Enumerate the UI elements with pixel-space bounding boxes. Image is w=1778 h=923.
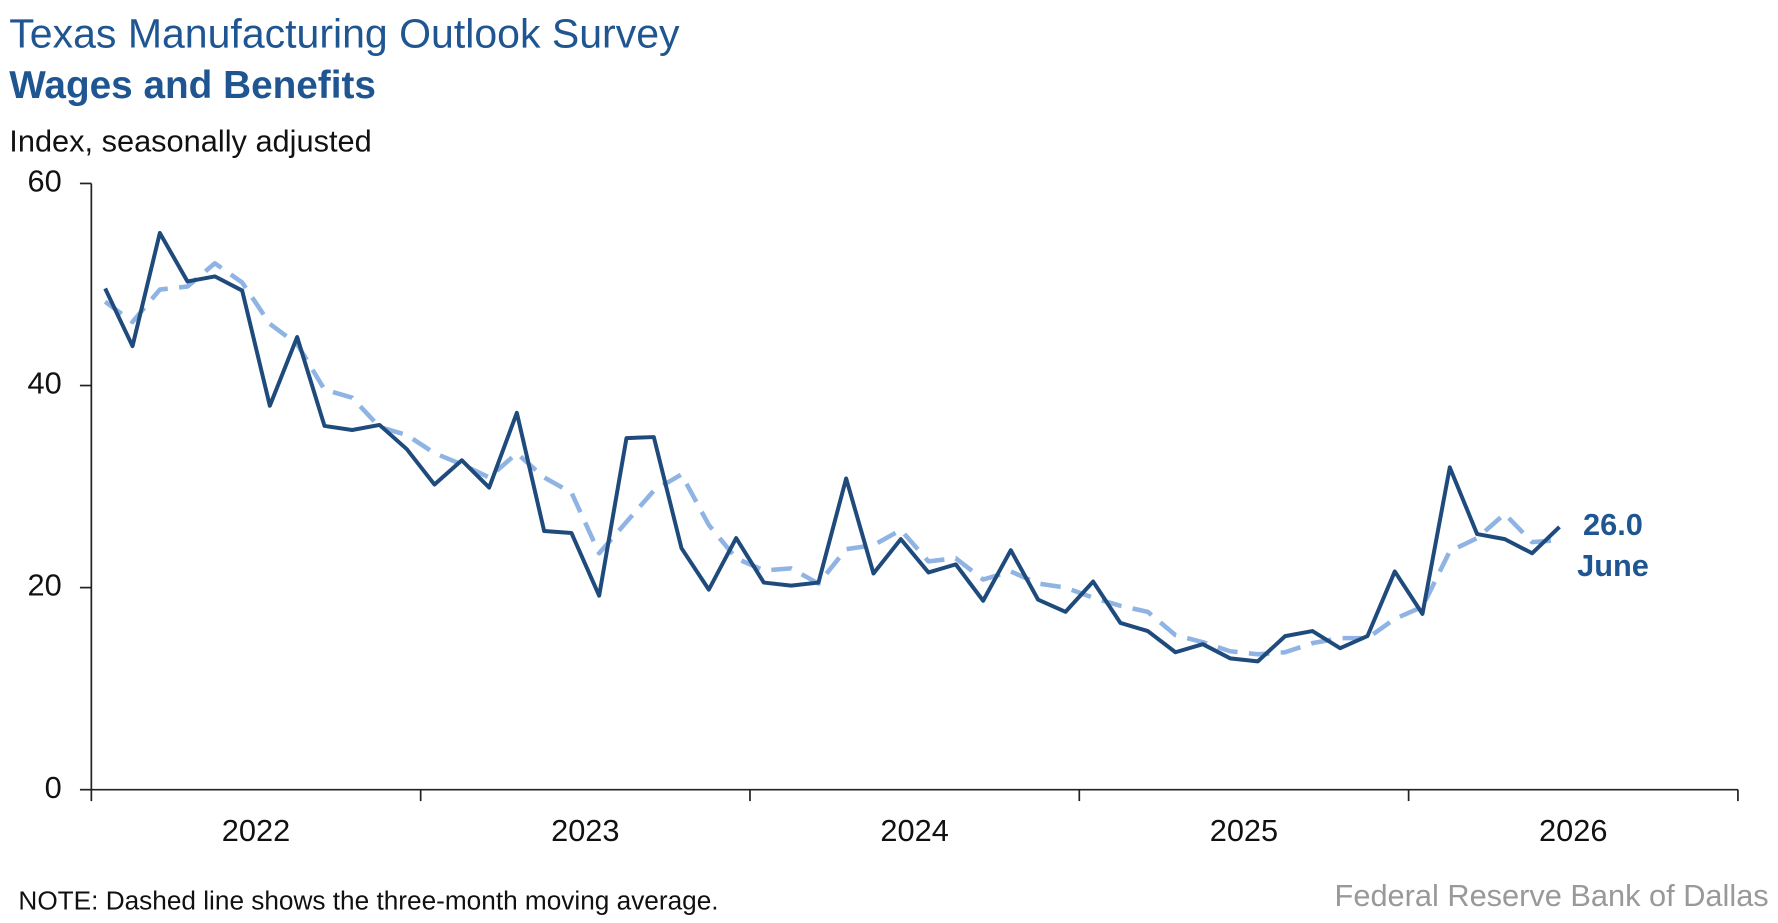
chart-title: Texas Manufacturing Outlook Survey — [9, 10, 680, 56]
series-line — [103, 261, 1560, 657]
x-tick-label: 2023 — [551, 813, 619, 848]
y-tick-label: 60 — [27, 164, 61, 199]
series-line — [103, 230, 1561, 664]
note: NOTE: Dashed line shows the three-month … — [18, 885, 718, 915]
y-axis-label: Index, seasonally adjusted — [9, 124, 371, 159]
x-tick-label: 2026 — [1539, 813, 1607, 848]
y-tick-label: 0 — [45, 770, 62, 805]
x-tick-label: 2022 — [222, 813, 290, 848]
annotation: 26.0 — [1583, 507, 1643, 542]
chart-subtitle: Wages and Benefits — [9, 64, 376, 107]
x-tick-label: 2025 — [1210, 813, 1278, 848]
x-tick-label: 2024 — [880, 813, 948, 848]
y-tick-label: 20 — [27, 568, 61, 603]
source: Federal Reserve Bank of Dallas — [1335, 878, 1769, 913]
y-tick-label: 40 — [27, 366, 61, 401]
annotation: June — [1577, 548, 1649, 583]
